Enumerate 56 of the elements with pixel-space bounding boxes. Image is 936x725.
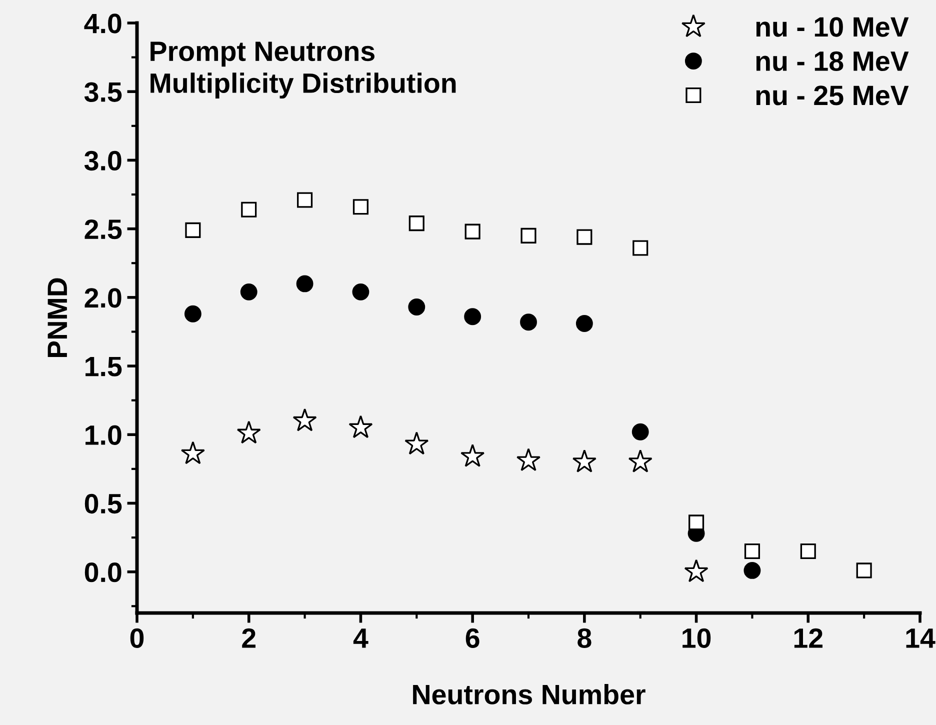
y-tick-label: 2.5 <box>84 219 122 240</box>
point <box>632 423 649 440</box>
point <box>404 432 429 455</box>
text: Prompt Neutrons Multiplicity Distribution <box>150 42 456 99</box>
point <box>572 449 596 472</box>
point <box>348 415 373 438</box>
point <box>516 448 541 472</box>
point <box>236 420 261 444</box>
point <box>632 240 648 256</box>
x-tick-label: 2 <box>242 628 256 648</box>
y-tick-label: 4.0 <box>84 14 122 34</box>
point <box>241 202 257 218</box>
point <box>688 514 704 530</box>
y-tick-label: 1.5 <box>86 356 122 376</box>
point <box>744 562 761 579</box>
y-tick-label: 3.5 <box>84 82 122 102</box>
point <box>408 216 424 232</box>
y-tick-label: 0.0 <box>84 562 122 582</box>
x-tick-label: 6 <box>466 628 480 648</box>
point <box>460 444 485 467</box>
point <box>292 408 317 432</box>
point <box>180 441 205 464</box>
point <box>576 229 592 245</box>
point <box>297 192 313 208</box>
x-tick-label: 4 <box>353 628 368 648</box>
y-tick-label: 0.5 <box>84 494 122 514</box>
x-tick-label: 14 <box>906 628 936 648</box>
y-axis-title: PNMD <box>48 278 67 358</box>
point <box>296 275 314 292</box>
point <box>408 298 426 316</box>
x-tick-label: 12 <box>794 628 822 648</box>
point <box>744 543 760 560</box>
point <box>856 562 872 578</box>
y-tick-label: 3.0 <box>84 150 122 171</box>
x-tick-label: 0 <box>130 628 144 648</box>
legend-label: nu - 18 MeV <box>756 51 909 72</box>
y-tick-label: 1.0 <box>86 425 122 445</box>
point <box>576 315 593 332</box>
y-tick-label: 2.0 <box>84 288 122 308</box>
point <box>240 283 258 300</box>
point <box>184 305 202 322</box>
point <box>464 224 480 240</box>
point <box>684 559 708 582</box>
x-tick-label: 8 <box>578 628 592 648</box>
point <box>352 283 370 300</box>
legend-label: nu - 25 MeV <box>756 86 909 106</box>
x-axis-title: Neutrons Number <box>413 684 646 704</box>
legend-label: nu - 10 MeV <box>756 17 909 37</box>
point <box>800 543 816 560</box>
point <box>520 314 537 331</box>
point <box>352 199 368 215</box>
x-tick-label: 10 <box>682 628 711 648</box>
point <box>628 449 652 472</box>
point <box>520 228 536 244</box>
point <box>185 222 201 238</box>
point <box>464 308 482 326</box>
